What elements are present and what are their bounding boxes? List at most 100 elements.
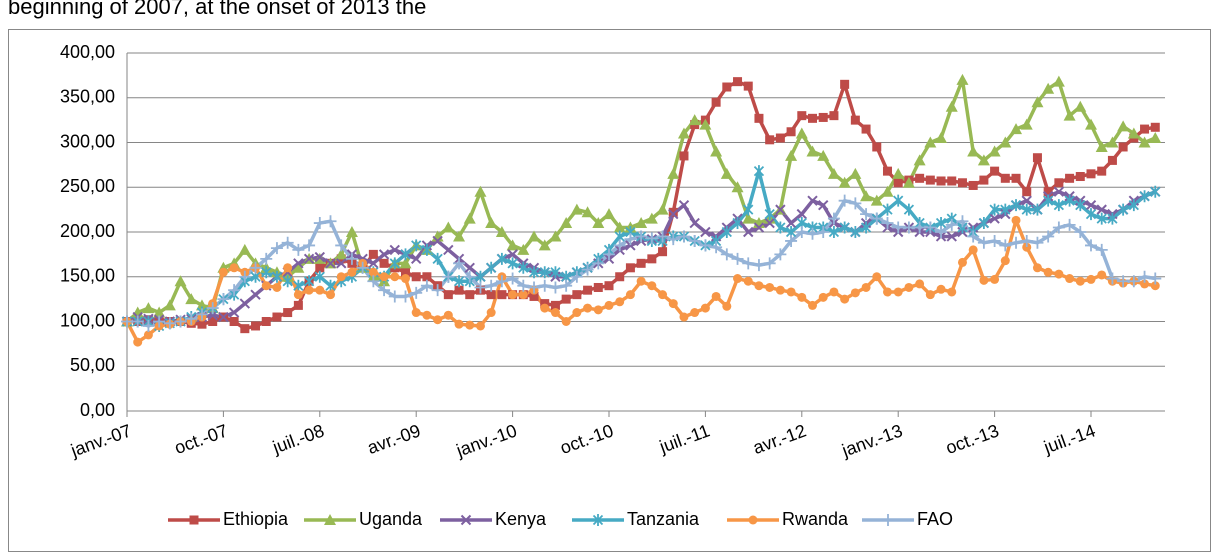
point-marker [1086,274,1096,284]
point-marker [882,203,893,216]
point-marker [947,287,957,297]
point-marker [990,166,1000,176]
point-marker [293,258,304,269]
point-marker [463,212,476,224]
point-marker [335,239,348,252]
point-marker [1095,140,1108,152]
point-marker [1074,100,1087,112]
point-marker [497,290,507,300]
point-marker [420,279,433,292]
point-marker [754,113,764,123]
point-marker [315,285,325,295]
point-marker [785,217,797,229]
point-marker [710,241,723,254]
point-marker [1010,123,1023,135]
point-marker [786,287,796,297]
point-marker [560,279,573,292]
point-marker [615,272,625,282]
point-marker [538,279,551,292]
point-marker [1043,187,1053,197]
point-marker [368,258,379,269]
point-marker [817,226,830,238]
point-marker [818,292,828,302]
point-marker [656,230,669,243]
point-marker [881,185,894,197]
point-marker [549,281,562,294]
point-marker [1096,212,1107,225]
point-marker [977,236,990,249]
point-marker [913,221,926,234]
point-marker [410,286,423,299]
y-tick-label: 350,00 [60,87,115,107]
point-marker [261,281,271,291]
point-marker [303,275,315,288]
point-marker [495,275,508,288]
point-marker [915,173,925,183]
point-marker [636,258,646,268]
point-marker [313,217,326,230]
point-marker [817,149,830,161]
point-marker [752,259,765,272]
point-marker [463,270,476,283]
point-marker [882,287,892,297]
point-marker [1086,169,1096,179]
point-marker [1075,199,1086,212]
point-marker [1021,203,1032,216]
point-marker [495,226,508,237]
point-marker [506,239,519,251]
point-marker [785,234,798,247]
point-marker [465,320,475,330]
point-marker [195,299,208,311]
point-marker [731,181,744,193]
legend-marker [882,514,894,526]
point-marker [238,243,251,255]
point-marker [677,127,690,139]
point-marker [1042,230,1055,243]
point-marker [1085,208,1097,221]
point-marker [174,275,187,287]
y-tick-label: 200,00 [60,221,115,241]
point-marker [324,215,337,228]
point-marker [743,81,753,91]
point-marker [485,217,498,229]
point-marker [722,82,732,92]
point-marker [356,261,369,274]
point-marker [1031,96,1044,108]
point-marker [1065,274,1075,284]
point-marker [572,290,582,300]
point-marker [647,254,657,264]
point-marker [121,315,133,328]
point-marker [581,263,594,276]
point-marker [765,135,775,145]
point-marker [400,248,411,261]
point-marker [699,118,712,130]
point-marker [592,217,605,229]
point-marker [710,145,723,157]
point-marker [443,310,453,320]
point-marker [336,258,347,269]
point-marker [988,234,1001,247]
point-marker [603,248,615,261]
point-marker [690,308,700,318]
point-marker [850,226,861,238]
point-marker [1053,186,1065,197]
point-marker [292,261,305,273]
point-marker [261,317,271,326]
point-marker [977,154,990,166]
point-marker [636,276,646,286]
point-marker [786,127,796,137]
point-marker [775,221,786,234]
point-marker [1085,199,1097,211]
legend-label: Kenya [495,509,547,529]
point-marker [572,308,582,318]
point-marker [561,317,571,326]
legend-marker [748,515,758,525]
point-marker [411,239,422,252]
point-marker [325,279,336,292]
point-marker [1010,199,1022,212]
point-marker [1150,185,1161,198]
point-marker [945,218,958,231]
point-marker [496,252,508,265]
legend-marker [460,514,472,526]
point-marker [700,303,710,313]
